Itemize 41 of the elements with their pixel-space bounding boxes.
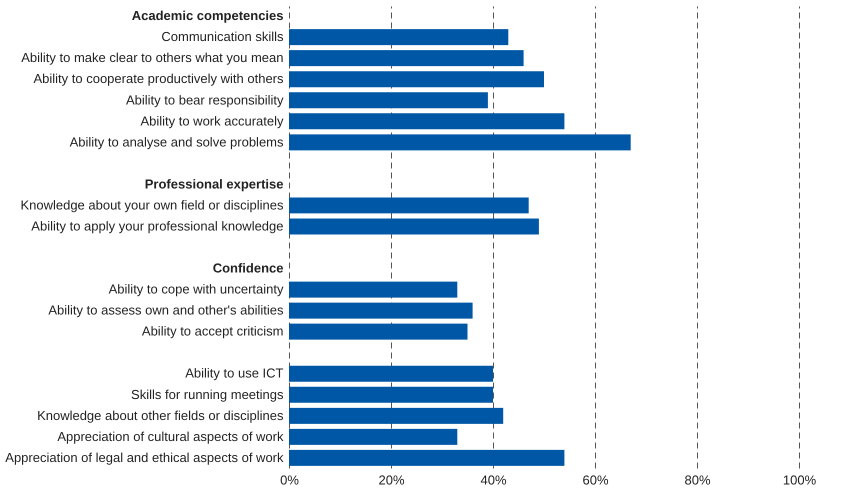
bar: [289, 408, 504, 424]
bar: [289, 366, 493, 382]
y-tick-label: Ability to cooperate productively with others: [33, 71, 284, 86]
x-tick-label: 20%: [378, 472, 405, 488]
x-tick-label: 80%: [684, 472, 711, 488]
bar: [289, 92, 488, 108]
x-tick-label: 0%: [280, 472, 300, 488]
bar: [289, 324, 468, 340]
bar: [289, 386, 493, 403]
y-tick-label: Knowledge about your own field or disciplines: [20, 197, 284, 212]
y-tick-label: Appreciation of legal and ethical aspects of work: [5, 450, 284, 465]
y-tick-label: Ability to apply your professional knowledge: [31, 218, 284, 234]
bar: [289, 197, 529, 214]
y-tick-label: Ability to analyse and solve problems: [70, 134, 284, 150]
bar: [289, 428, 458, 445]
bar: [289, 113, 564, 130]
x-tick-label: 100%: [782, 472, 817, 488]
y-tick-label: Knowledge about other fields or disciplines: [37, 408, 284, 423]
y-tick-label: Ability to make clear to others what you mean: [21, 50, 284, 66]
bar: [289, 282, 458, 298]
x-tick-label: 40%: [480, 472, 507, 488]
bar: [289, 71, 544, 88]
bar: [289, 450, 564, 466]
bar: [289, 50, 524, 66]
y-tick-label: Communication skills: [161, 29, 284, 44]
y-tick-label: Ability to bear responsibility: [126, 92, 284, 108]
bar: [289, 302, 473, 319]
y-tick-label: Professional expertise: [144, 176, 284, 192]
bar: [289, 29, 508, 46]
bar: [289, 218, 539, 234]
y-tick-label: Ability to work accurately: [140, 113, 284, 128]
x-tick-label: 60%: [582, 472, 609, 488]
y-tick-label: Skills for running meetings: [131, 386, 284, 402]
y-tick-label: Ability to assess own and other's abilities: [48, 302, 284, 318]
y-tick-label: Academic competencies: [132, 8, 284, 24]
y-tick-label: Ability to use ICT: [185, 366, 284, 381]
y-tick-label: Ability to cope with uncertainty: [108, 282, 284, 297]
y-tick-label: Confidence: [212, 260, 284, 276]
bar: [289, 134, 631, 150]
y-tick-label: Appreciation of cultural aspects of work: [57, 428, 284, 444]
y-tick-label: Ability to accept criticism: [142, 324, 284, 339]
